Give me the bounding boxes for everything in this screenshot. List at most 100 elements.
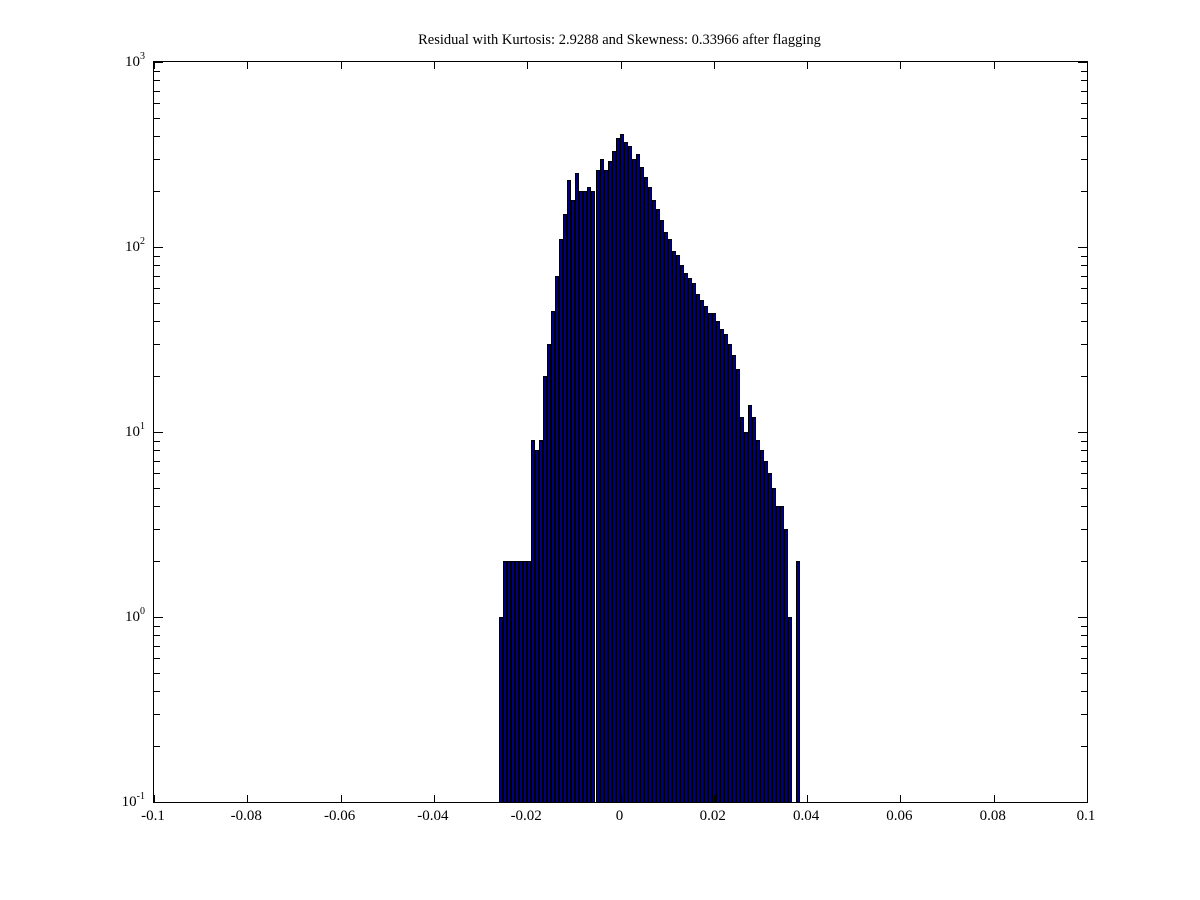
histogram-bar (683, 273, 688, 802)
histogram-bar (575, 173, 580, 802)
y-tick-mantissa: 10 (125, 239, 140, 255)
histogram-bar (623, 141, 628, 802)
y-tick-mantissa: 10 (125, 424, 140, 440)
histogram-bar (776, 505, 781, 802)
y-tick-mantissa: 10 (125, 54, 140, 70)
y-tick-left (154, 625, 160, 627)
y-tick-right (1081, 103, 1087, 104)
x-tick-bottom (1087, 795, 1088, 802)
x-tick-label: -0.06 (323, 808, 356, 824)
histogram-bar (739, 417, 744, 802)
y-tick-left (154, 288, 160, 289)
x-tick-label: 0.08 (979, 808, 1006, 824)
histogram-bar (515, 561, 520, 802)
histogram-bar (780, 505, 785, 802)
histogram-bar (647, 187, 652, 802)
histogram-bar (788, 617, 793, 802)
histogram-bar (507, 561, 512, 802)
histogram-bar (639, 167, 644, 802)
x-tick-bottom (620, 795, 622, 802)
x-tick-bottom (993, 795, 995, 802)
histogram-bar (567, 180, 572, 802)
x-tick-label: 0.06 (886, 808, 913, 824)
x-tick-top (1087, 62, 1088, 69)
histogram-bar (579, 191, 584, 802)
histogram-bar (675, 255, 680, 802)
y-tick-right (1081, 90, 1087, 92)
histogram-bar (527, 561, 532, 802)
y-tick-left (154, 460, 160, 462)
histogram-bar (715, 320, 720, 802)
x-tick-bottom (900, 795, 902, 802)
histogram-bar (687, 278, 692, 802)
x-tick-top (154, 62, 155, 69)
y-tick-left (154, 302, 160, 304)
x-tick-label: -0.1 (141, 808, 165, 824)
histogram-bar (735, 368, 740, 802)
y-tick-exponent: -1 (136, 791, 145, 802)
plot-area (154, 62, 1087, 802)
y-tick-label: 100 (99, 606, 145, 626)
y-tick-right (1081, 79, 1087, 81)
y-tick-left (154, 70, 160, 72)
y-tick-right (1081, 487, 1087, 489)
histogram-bar (531, 440, 536, 802)
y-tick-left (154, 440, 160, 442)
x-tick-label: 0.1 (1076, 808, 1096, 824)
y-tick-left (154, 449, 160, 451)
histogram-bar (784, 528, 789, 802)
x-tick-top (527, 62, 529, 69)
y-tick-exponent: 0 (140, 606, 145, 617)
histogram-bar (695, 293, 700, 802)
histogram-bar (691, 282, 696, 802)
histogram-bar (615, 137, 620, 802)
histogram-bar (751, 417, 756, 802)
y-tick-left (154, 487, 160, 489)
x-tick-bottom (247, 795, 249, 802)
y-tick-right (1081, 658, 1087, 659)
x-tick-top (340, 62, 342, 69)
histogram-bar (723, 333, 728, 802)
histogram-bar (511, 561, 516, 802)
y-tick-left (154, 376, 160, 378)
histogram-bar (583, 191, 588, 802)
y-tick-label: 10-1 (99, 791, 145, 811)
y-tick-mantissa: 10 (121, 794, 137, 810)
x-tick-bottom (713, 795, 715, 802)
histogram-bar (587, 187, 592, 802)
histogram-bar (768, 473, 772, 802)
y-tick-left (154, 62, 163, 63)
y-tick-exponent: 3 (140, 51, 145, 62)
histogram-bar (643, 176, 648, 802)
y-tick-left (154, 802, 163, 803)
y-tick-right (1081, 645, 1087, 647)
y-tick-right (1081, 690, 1087, 692)
y-tick-right (1081, 70, 1087, 72)
y-tick-label: 102 (99, 236, 145, 256)
y-tick-exponent: 1 (140, 421, 145, 432)
y-tick-left (154, 255, 160, 257)
x-tick-top (247, 62, 249, 69)
y-tick-right (1081, 158, 1087, 160)
y-tick-left (154, 645, 160, 647)
histogram-bar (651, 199, 656, 802)
y-tick-left (154, 561, 160, 563)
y-tick-right (1081, 320, 1087, 322)
x-tick-label: 0.02 (699, 808, 726, 824)
histogram-bar (599, 158, 604, 802)
y-tick-right (1078, 247, 1087, 248)
y-tick-right (1081, 288, 1087, 289)
y-tick-left (154, 79, 160, 81)
x-tick-label: -0.08 (230, 808, 262, 824)
y-tick-label: 101 (99, 421, 145, 441)
histogram-bar (655, 209, 660, 802)
histogram-bar (595, 170, 600, 802)
histogram-bar (591, 191, 596, 802)
histogram-bar (659, 219, 664, 802)
histogram-bar (764, 460, 768, 802)
y-tick-right (1081, 528, 1087, 530)
x-tick-bottom (340, 795, 342, 802)
plot-frame (153, 61, 1088, 803)
histogram-bar (731, 355, 736, 802)
x-tick-label: 0 (615, 808, 624, 824)
